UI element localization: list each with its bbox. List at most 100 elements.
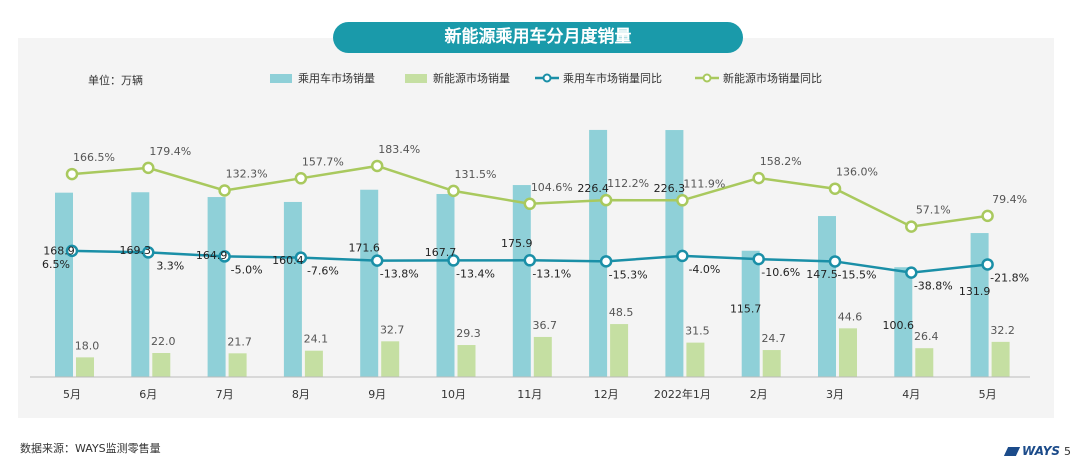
legend-swatch-marker: [702, 73, 712, 83]
nev-sales-label: 26.4: [914, 330, 939, 343]
nev-yoy-point: [981, 209, 994, 223]
passenger-yoy-point: [447, 254, 460, 267]
passenger-sales-label: 147.5: [806, 268, 838, 281]
nev-yoy-point: [370, 159, 384, 173]
bars: [55, 129, 1010, 377]
legend-swatch: [270, 74, 292, 83]
unit-label: 单位：万辆: [88, 73, 143, 87]
bar-passenger: [970, 233, 989, 377]
nev-sales-label: 48.5: [609, 306, 634, 319]
bar-nev: [152, 352, 171, 377]
passenger-yoy-label: -21.8%: [990, 271, 1029, 284]
passenger-yoy-label: -38.8%: [914, 280, 953, 293]
passenger-yoy-label: -15.3%: [609, 268, 648, 281]
passenger-sales-label: 171.6: [348, 242, 380, 255]
x-tick-label: 5月: [979, 388, 997, 401]
source-note: 数据来源：WAYS监测零售量: [20, 442, 161, 455]
passenger-yoy-point: [65, 244, 79, 258]
passenger-yoy-point: [599, 255, 613, 268]
passenger-sales-label: 169.3: [120, 244, 152, 257]
nev-yoy-point: [676, 194, 689, 207]
x-tick-label: 6月: [139, 388, 157, 401]
nev-yoy-label: 111.9%: [683, 177, 725, 190]
lines: [65, 159, 994, 279]
nev-sales-label: 18.0: [75, 339, 100, 352]
nev-yoy-point: [447, 184, 460, 198]
passenger-yoy-point: [370, 254, 384, 267]
bar-passenger: [131, 192, 150, 377]
passenger-yoy-label: 6.5%: [42, 258, 70, 271]
bar-passenger: [283, 201, 302, 377]
passenger-sales-label: 100.6: [883, 319, 915, 332]
bar-nev: [304, 350, 323, 377]
passenger-sales-label: 226.3: [654, 182, 686, 195]
nev-sales-label: 21.7: [227, 335, 252, 348]
nev-sales-label: 22.0: [151, 335, 176, 348]
x-tick-label: 3月: [826, 388, 844, 401]
passenger-sales-label: 226.4: [577, 182, 609, 195]
passenger-yoy-label: -13.1%: [532, 267, 571, 280]
nev-yoy-label: 136.0%: [836, 166, 878, 179]
bar-passenger: [207, 197, 226, 377]
bar-nev: [76, 357, 94, 377]
passenger-yoy-label: 3.3%: [156, 259, 184, 272]
passenger-yoy-point: [523, 254, 537, 267]
bar-passenger: [894, 267, 913, 377]
passenger-yoy-point: [828, 255, 842, 268]
passenger-sales-label: 168.9: [43, 245, 75, 258]
legend: 乘用车市场销量 新能源市场销量 乘用车市场销量同比 新能源市场销量同比: [270, 71, 822, 85]
page-number: 5: [1064, 445, 1071, 458]
nev-yoy-label: 112.2%: [607, 177, 649, 190]
logo-text: WAYS: [1022, 444, 1061, 458]
nev-sales-label: 29.3: [456, 327, 481, 340]
passenger-yoy-label: -13.4%: [456, 267, 495, 280]
nev-sales-label: 24.1: [304, 333, 329, 346]
passenger-yoy-label: -13.8%: [380, 268, 419, 281]
nev-yoy-point: [599, 193, 613, 207]
legend-swatch-marker: [542, 73, 552, 83]
passenger-sales-label: 160.4: [272, 254, 304, 267]
x-tick-label: 8月: [292, 388, 310, 401]
nev-yoy-label: 179.4%: [149, 145, 191, 158]
bar-passenger: [55, 192, 73, 377]
data-labels: 168.9 18.0 166.5% 6.5% 169.3 22.0 179.4% 3.3% 16…: [42, 143, 1029, 352]
nev-sales-label: 31.5: [685, 325, 710, 338]
nev-yoy-point: [905, 220, 918, 233]
passenger-yoy-label: -10.6%: [761, 266, 800, 279]
x-tick-label: 10月: [441, 388, 466, 401]
legend-label: 新能源市场销量: [433, 71, 510, 85]
x-tick-label: 12月: [594, 388, 619, 401]
passenger-yoy-label: -4.0%: [688, 263, 720, 276]
nev-yoy-label: 157.7%: [302, 155, 344, 168]
nev-yoy-point: [218, 184, 231, 197]
nev-sales-label: 24.7: [761, 332, 786, 345]
nev-sales-label: 32.2: [990, 324, 1015, 337]
bar-nev: [839, 328, 857, 377]
logo-mark-icon: [1003, 447, 1021, 456]
passenger-yoy-point: [752, 252, 765, 266]
nev-yoy-point: [752, 171, 765, 185]
legend-label: 乘用车市场销量: [298, 71, 375, 85]
nev-yoy-label: 158.2%: [760, 155, 802, 168]
x-tick-label: 7月: [216, 388, 234, 401]
bar-nev: [610, 324, 629, 377]
nev-yoy-point: [828, 182, 842, 195]
nev-yoy-label: 166.5%: [73, 151, 115, 164]
bar-nev: [686, 342, 705, 377]
bar-passenger: [818, 216, 836, 377]
x-tick-label: 4月: [902, 388, 920, 401]
passenger-yoy-point: [676, 249, 689, 263]
x-tick-labels: 5月 6月 7月 8月 9月 10月 11月 12月 2022年1月 2月 3月 4月 5月: [63, 387, 997, 401]
passenger-sales-label: 164.9: [196, 249, 228, 262]
nev-yoy-label: 131.5%: [455, 168, 497, 181]
bar-passenger: [512, 185, 531, 377]
passenger-yoy-point: [981, 258, 994, 271]
bar-passenger: [741, 250, 760, 377]
bar-nev: [228, 353, 247, 377]
nev-yoy-label: 57.1%: [916, 204, 951, 217]
nev-yoy-label: 79.4%: [992, 193, 1027, 206]
chart-title: 新能源乘用车分月度销量: [333, 22, 743, 53]
x-tick-label: 5月: [63, 388, 81, 401]
bar-nev: [533, 336, 552, 377]
